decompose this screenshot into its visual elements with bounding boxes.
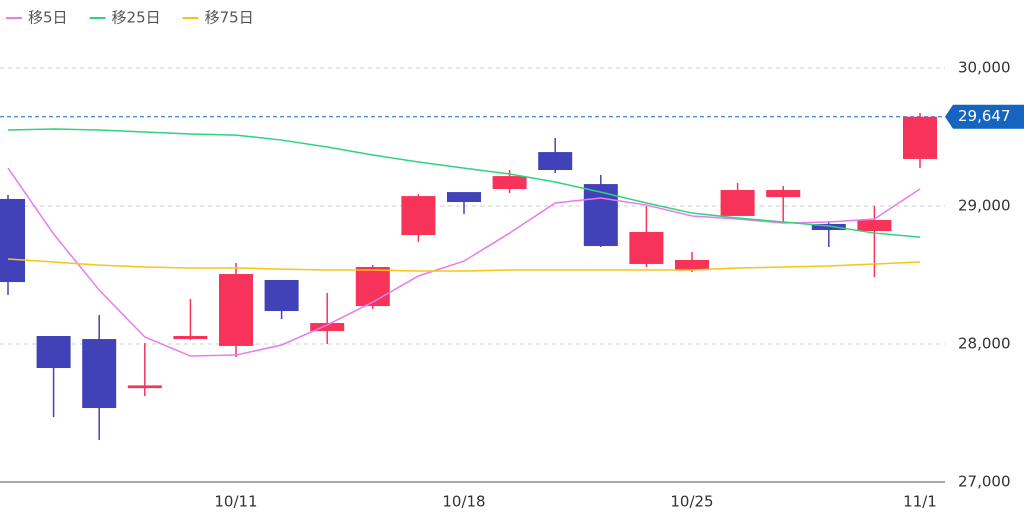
y-tick-label: 27,000 — [958, 473, 1011, 491]
candle-body — [857, 219, 892, 231]
candle-body — [766, 190, 801, 198]
price-label-text: 29,647 — [958, 107, 1011, 125]
candle-body — [538, 152, 573, 171]
ma-line — [7, 258, 921, 272]
x-tick-label: 10/11 — [214, 493, 257, 511]
candle-body — [447, 192, 481, 203]
y-tick-label: 29,000 — [958, 197, 1011, 215]
legend-label: 移25日 — [112, 9, 161, 27]
candle-body — [173, 336, 208, 340]
candle-body — [811, 223, 846, 231]
y-tick-label: 30,000 — [958, 59, 1011, 77]
candle-body — [903, 116, 937, 159]
candle-body — [720, 190, 755, 216]
legend-label: 移75日 — [205, 9, 254, 27]
candle-body — [355, 267, 390, 307]
candle-body — [219, 274, 253, 346]
candle-body — [675, 259, 709, 271]
candle-body — [310, 323, 345, 332]
legend-label: 移5日 — [28, 9, 68, 27]
candle-body — [492, 176, 527, 190]
price-label-bg — [945, 104, 1024, 129]
candle-body — [629, 231, 664, 264]
candle-body — [127, 385, 162, 389]
candle-body — [0, 198, 25, 283]
candle-body — [264, 279, 299, 312]
x-tick-label: 10/25 — [670, 493, 713, 511]
ma-line — [7, 167, 921, 357]
candle-body — [583, 184, 618, 247]
candle-body — [401, 196, 436, 235]
y-tick-label: 28,000 — [958, 335, 1011, 353]
price-label: 29,647 — [945, 104, 1024, 129]
candle-body — [82, 339, 117, 409]
candle-body — [36, 336, 71, 369]
x-tick-label: 11/1 — [903, 493, 937, 511]
ma-line — [7, 128, 921, 238]
x-tick-label: 10/18 — [442, 493, 485, 511]
